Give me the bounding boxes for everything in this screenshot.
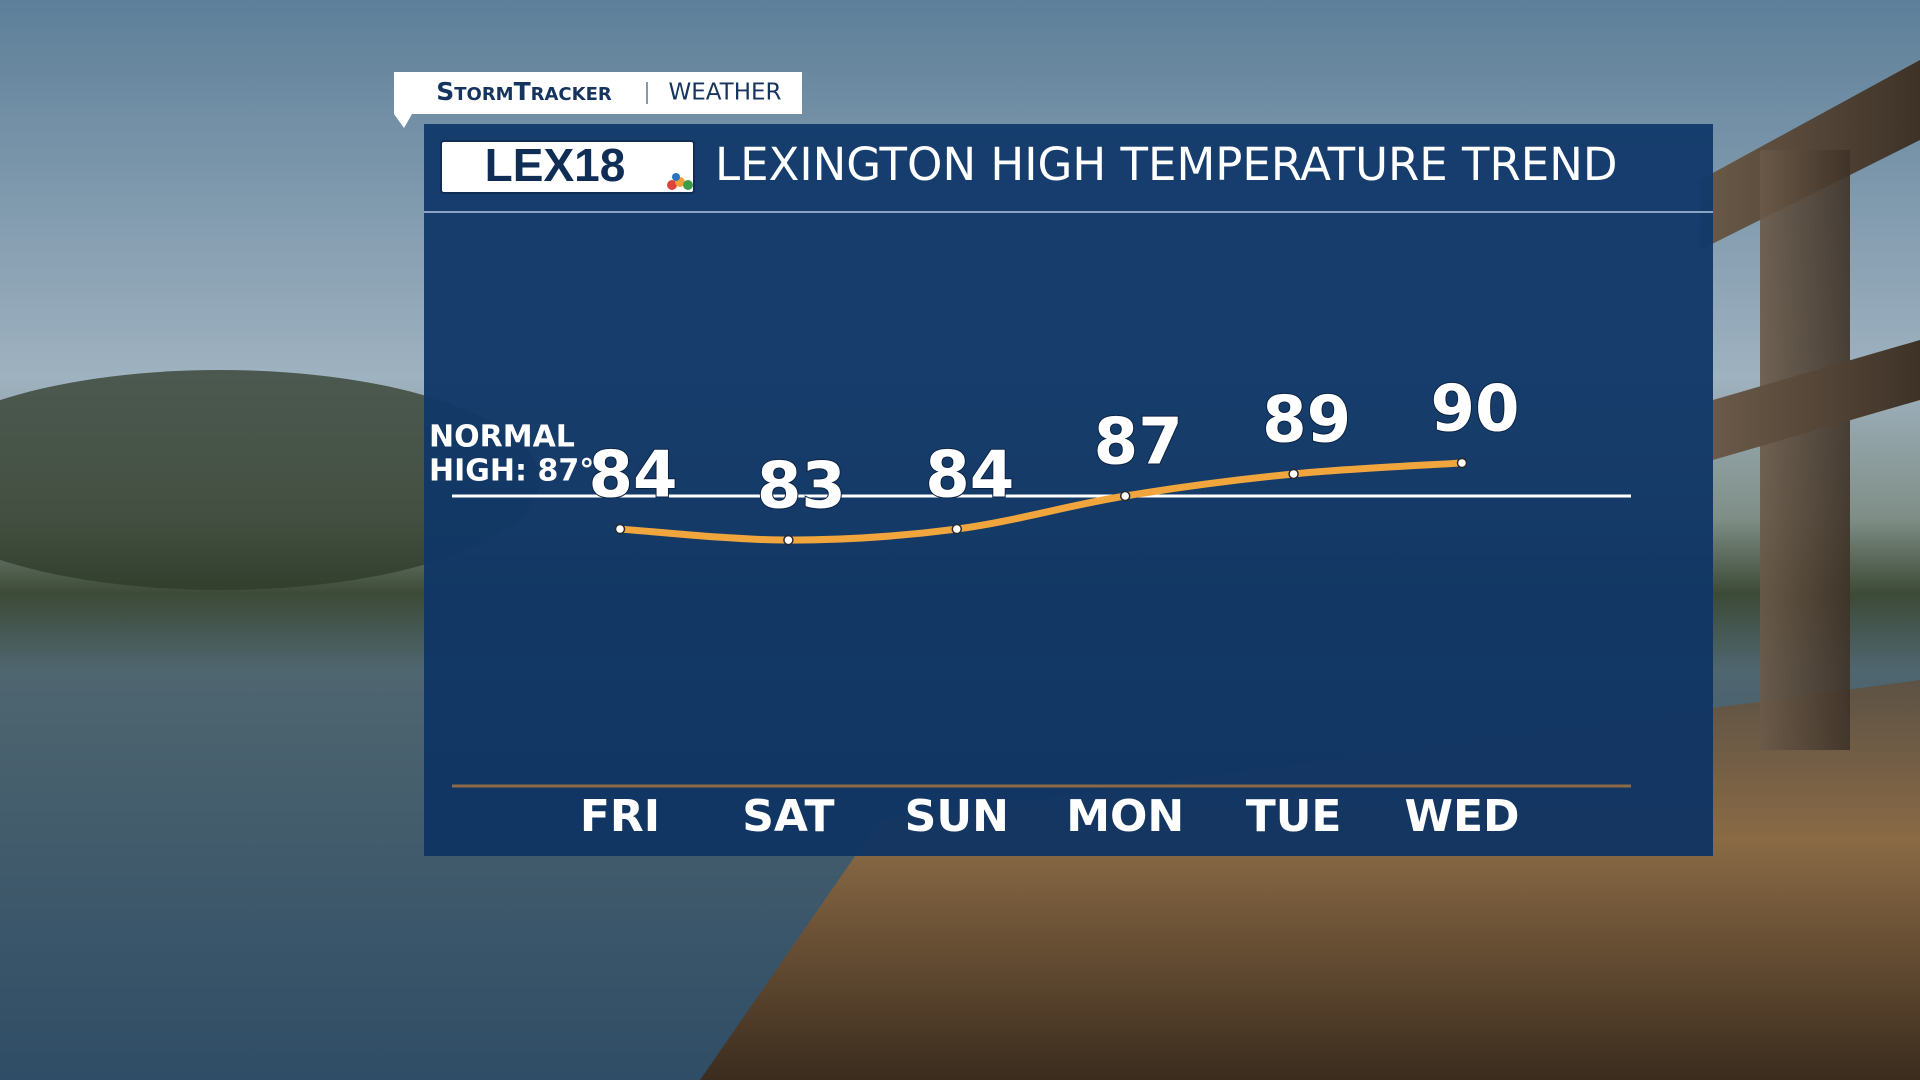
data-point	[1288, 468, 1299, 480]
data-point	[1119, 490, 1131, 502]
day-label: TUE	[1246, 791, 1342, 842]
data-point	[614, 523, 626, 535]
chart-title: LEXINGTON HIGH TEMPERATURE TREND	[715, 138, 1618, 191]
brand-name: StormTracker	[436, 77, 612, 106]
value-label: 83	[757, 450, 846, 524]
chart-panel	[424, 124, 1713, 856]
background-post	[1760, 150, 1850, 750]
day-label: FRI	[580, 791, 660, 842]
brand-tab	[394, 72, 802, 128]
value-label: 90	[1430, 373, 1519, 447]
brand-section: WEATHER	[668, 80, 781, 106]
background-rail	[1713, 340, 1920, 460]
day-label: MON	[1066, 791, 1184, 842]
value-label: 84	[588, 439, 677, 513]
value-label: 87	[1094, 406, 1183, 480]
value-label: 89	[1262, 384, 1351, 458]
normal-high-label: HIGH: 87°	[429, 454, 594, 489]
background-trees	[0, 370, 540, 590]
normal-high-label: NORMAL	[429, 420, 575, 455]
data-point	[1456, 457, 1468, 469]
value-label: 84	[925, 439, 1014, 513]
logo-box	[440, 140, 695, 194]
station-logo: LEX18	[485, 139, 626, 191]
peacock-icon	[667, 173, 693, 190]
trend-line	[616, 459, 1466, 544]
day-label: SAT	[742, 791, 834, 842]
data-point	[951, 523, 963, 535]
day-label: SUN	[905, 791, 1009, 842]
day-label: WED	[1404, 791, 1519, 842]
data-point	[783, 534, 794, 546]
